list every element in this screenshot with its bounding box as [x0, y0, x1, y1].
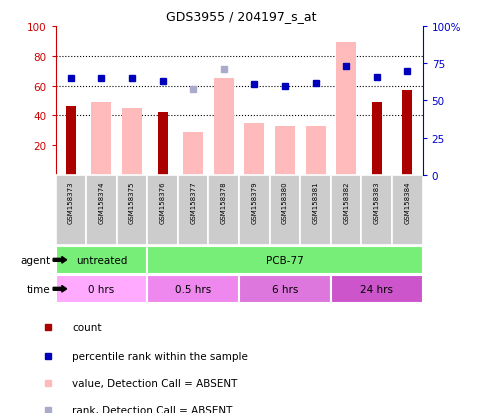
- Bar: [183, 133, 203, 176]
- Text: untreated: untreated: [76, 255, 127, 265]
- Text: GSM158373: GSM158373: [68, 181, 74, 224]
- Bar: [158, 113, 168, 176]
- Bar: [336, 43, 356, 176]
- Bar: [331, 275, 423, 303]
- Bar: [214, 79, 234, 176]
- Text: GDS3955 / 204197_s_at: GDS3955 / 204197_s_at: [166, 10, 317, 23]
- Text: GSM158374: GSM158374: [99, 181, 104, 223]
- Bar: [239, 275, 331, 303]
- Bar: [244, 123, 264, 176]
- Bar: [361, 176, 392, 246]
- Text: percentile rank within the sample: percentile rank within the sample: [72, 351, 248, 361]
- Text: 24 hrs: 24 hrs: [360, 284, 393, 294]
- Bar: [56, 176, 86, 246]
- Text: 0.5 hrs: 0.5 hrs: [175, 284, 212, 294]
- Bar: [306, 126, 326, 176]
- Text: GSM158381: GSM158381: [313, 181, 319, 224]
- Bar: [66, 107, 76, 176]
- Text: 0 hrs: 0 hrs: [88, 284, 114, 294]
- Bar: [239, 176, 270, 246]
- Bar: [402, 91, 412, 176]
- Text: GSM158375: GSM158375: [129, 181, 135, 223]
- Text: rank, Detection Call = ABSENT: rank, Detection Call = ABSENT: [72, 405, 233, 413]
- Text: time: time: [27, 284, 51, 294]
- Bar: [270, 176, 300, 246]
- Bar: [117, 176, 147, 246]
- Bar: [178, 176, 209, 246]
- Bar: [147, 246, 423, 274]
- Bar: [209, 176, 239, 246]
- Bar: [56, 275, 147, 303]
- Bar: [331, 176, 361, 246]
- Text: GSM158380: GSM158380: [282, 181, 288, 224]
- Text: value, Detection Call = ABSENT: value, Detection Call = ABSENT: [72, 378, 238, 389]
- Text: GSM158382: GSM158382: [343, 181, 349, 223]
- Text: 6 hrs: 6 hrs: [272, 284, 298, 294]
- Text: GSM158377: GSM158377: [190, 181, 196, 224]
- Text: GSM158379: GSM158379: [251, 181, 257, 224]
- Text: count: count: [72, 323, 102, 332]
- Bar: [147, 176, 178, 246]
- Bar: [56, 246, 147, 274]
- Text: GSM158378: GSM158378: [221, 181, 227, 224]
- Bar: [91, 103, 112, 176]
- Text: GSM158384: GSM158384: [404, 181, 411, 223]
- Bar: [275, 126, 295, 176]
- Text: agent: agent: [21, 255, 51, 265]
- Bar: [372, 103, 382, 176]
- Text: PCB-77: PCB-77: [266, 255, 304, 265]
- Bar: [392, 176, 423, 246]
- Bar: [86, 176, 117, 246]
- Bar: [122, 109, 142, 176]
- Text: GSM158376: GSM158376: [159, 181, 166, 224]
- Bar: [147, 275, 239, 303]
- Bar: [300, 176, 331, 246]
- Text: GSM158383: GSM158383: [374, 181, 380, 224]
